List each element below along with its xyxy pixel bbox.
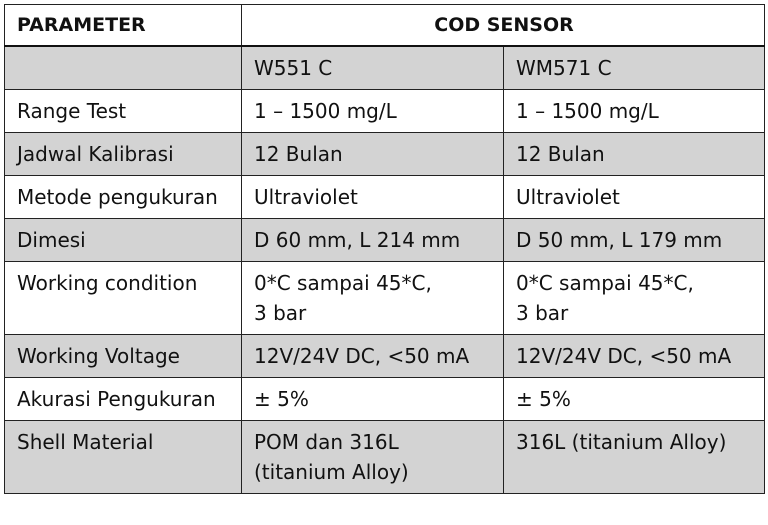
header-cod-sensor: COD SENSOR bbox=[240, 4, 766, 47]
row-value-w551c: 12V/24V DC, <50 mA bbox=[241, 334, 504, 378]
spec-table: PARAMETER COD SENSOR W551 C WM571 C Rang… bbox=[4, 4, 766, 494]
header-parameter: PARAMETER bbox=[4, 4, 242, 47]
table-row: W551 C WM571 C bbox=[4, 45, 766, 90]
row-label bbox=[4, 45, 242, 90]
row-value-wm571c: ± 5% bbox=[502, 377, 766, 421]
row-value-w551c: D 60 mm, L 214 mm bbox=[241, 218, 504, 262]
table-row: Working condition 0*C sampai 45*C, 3 bar… bbox=[4, 261, 766, 335]
row-value-w551c: POM dan 316L (titanium Alloy) bbox=[241, 420, 504, 494]
row-value-w551c: W551 C bbox=[241, 45, 504, 90]
row-value-wm571c: 316L (titanium Alloy) bbox=[502, 420, 766, 494]
row-value-w551c: ± 5% bbox=[241, 377, 504, 421]
row-value-w551c: 12 Bulan bbox=[241, 132, 504, 176]
table-header-row: PARAMETER COD SENSOR bbox=[4, 4, 766, 47]
table-row: Shell Material POM dan 316L (titanium Al… bbox=[4, 420, 766, 494]
row-value-w551c: 1 – 1500 mg/L bbox=[241, 89, 504, 133]
row-value-wm571c: 0*C sampai 45*C, 3 bar bbox=[502, 261, 766, 335]
table-row: Range Test 1 – 1500 mg/L 1 – 1500 mg/L bbox=[4, 89, 766, 133]
table-row: Akurasi Pengukuran ± 5% ± 5% bbox=[4, 377, 766, 421]
row-label: Working condition bbox=[4, 261, 242, 335]
row-value-w551c: Ultraviolet bbox=[241, 175, 504, 219]
row-value-wm571c: 12V/24V DC, <50 mA bbox=[502, 334, 766, 378]
table-row: Working Voltage 12V/24V DC, <50 mA 12V/2… bbox=[4, 334, 766, 378]
row-label: Jadwal Kalibrasi bbox=[4, 132, 242, 176]
row-label: Shell Material bbox=[4, 420, 242, 494]
row-label: Working Voltage bbox=[4, 334, 242, 378]
row-label: Dimesi bbox=[4, 218, 242, 262]
table-row: Jadwal Kalibrasi 12 Bulan 12 Bulan bbox=[4, 132, 766, 176]
row-value-wm571c: 12 Bulan bbox=[502, 132, 766, 176]
row-label: Metode pengukuran bbox=[4, 175, 242, 219]
row-label: Akurasi Pengukuran bbox=[4, 377, 242, 421]
spec-table-body: PARAMETER COD SENSOR W551 C WM571 C Rang… bbox=[4, 4, 766, 494]
table-row: Dimesi D 60 mm, L 214 mm D 50 mm, L 179 … bbox=[4, 218, 766, 262]
row-label: Range Test bbox=[4, 89, 242, 133]
row-value-wm571c: WM571 C bbox=[502, 45, 766, 90]
row-value-wm571c: 1 – 1500 mg/L bbox=[502, 89, 766, 133]
table-row: Metode pengukuran Ultraviolet Ultraviole… bbox=[4, 175, 766, 219]
row-value-wm571c: D 50 mm, L 179 mm bbox=[502, 218, 766, 262]
row-value-w551c: 0*C sampai 45*C, 3 bar bbox=[241, 261, 504, 335]
row-value-wm571c: Ultraviolet bbox=[502, 175, 766, 219]
